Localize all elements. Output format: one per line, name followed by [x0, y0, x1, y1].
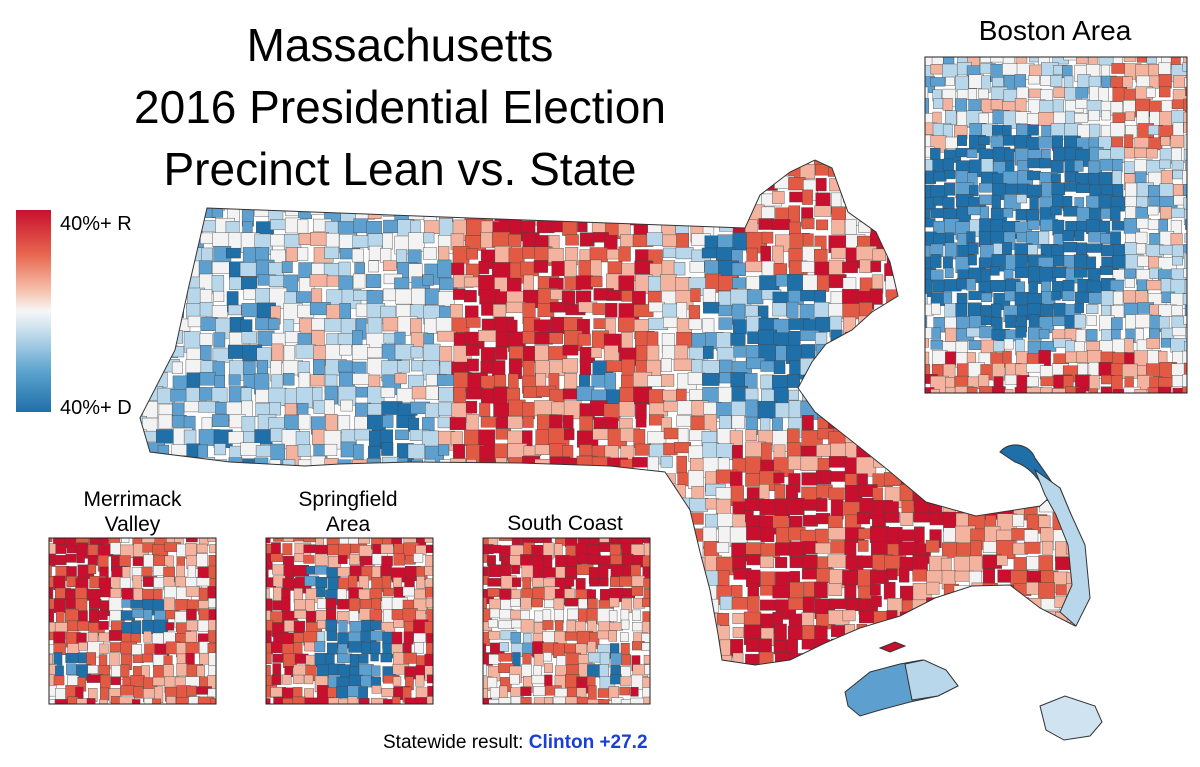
title-line-3: Precinct Lean vs. State: [163, 143, 637, 195]
legend-color-scale: [16, 210, 51, 412]
legend-top-label: 40%+ R: [60, 213, 132, 235]
merrimack-valley-map: [49, 538, 216, 704]
south-coast-map: [483, 538, 650, 704]
title-line-1: Massachusetts: [246, 19, 554, 71]
boston-area-title: Boston Area: [978, 15, 1132, 46]
legend-bottom-label: 40%+ D: [60, 397, 132, 419]
title-line-2: 2016 Presidential Election: [134, 81, 666, 133]
springfield-area-map: [266, 538, 433, 704]
south-coast-frame: [482, 537, 651, 705]
springfield-area-frame: [265, 537, 434, 705]
merrimack-title-text: Merrimack Valley: [83, 488, 182, 536]
springfield-area-title: Springfield Area: [262, 487, 434, 537]
merrimack-valley-frame: [48, 537, 217, 705]
springfield-title-text: Springfield Area: [298, 488, 398, 536]
merrimack-valley-title: Merrimack Valley: [45, 487, 220, 537]
statewide-result: Statewide result: Clinton +27.2: [383, 732, 648, 754]
boston-area-map: [925, 57, 1187, 393]
statewide-label: Statewide result:: [383, 732, 524, 753]
elizabeth-islands: [878, 641, 907, 653]
statewide-value: Clinton +27.2: [528, 732, 648, 753]
marthas-vineyard-east: [904, 659, 959, 701]
boston-area-frame: [924, 56, 1188, 394]
cape-cod-outer: [1033, 468, 1091, 627]
nantucket: [1039, 695, 1103, 741]
south-coast-title: South Coast: [507, 512, 623, 535]
